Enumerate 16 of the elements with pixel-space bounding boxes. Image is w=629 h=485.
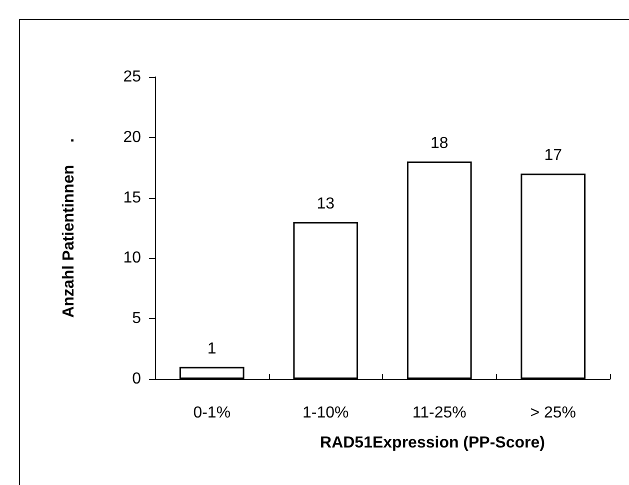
data-label: 18 — [430, 135, 448, 152]
y-tick-label: 10 — [123, 250, 142, 267]
x-axis-title: RAD51Expression (PP-Score) — [320, 434, 545, 452]
y-axis-title: Anzahl Patientinnen . — [60, 138, 78, 318]
data-label: 13 — [316, 195, 335, 212]
y-tick-label: 20 — [123, 128, 142, 146]
x-tick-label: 1-10% — [302, 404, 349, 422]
x-tick-label: 0-1% — [193, 404, 231, 422]
y-tick-label: 25 — [123, 68, 142, 86]
x-tick-label: > 25% — [530, 404, 576, 422]
y-tick-label: 15 — [123, 189, 142, 206]
x-tick-label: 11-25% — [412, 404, 466, 422]
y-tick-label: 0 — [132, 370, 142, 388]
data-label: 17 — [544, 147, 562, 164]
data-label: 1 — [207, 340, 216, 358]
y-tick-label: 5 — [132, 310, 142, 328]
